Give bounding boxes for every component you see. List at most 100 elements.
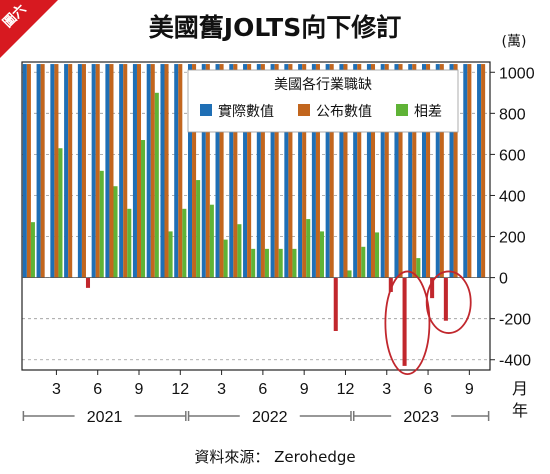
legend-title: 美國各行業職缺 — [274, 77, 372, 93]
bar-actual — [50, 64, 55, 278]
annotation-layer — [384, 270, 472, 376]
bar-published — [439, 64, 444, 278]
bar-published — [205, 64, 210, 278]
chart-title: 美國舊JOLTS向下修訂 — [148, 13, 402, 42]
bar-actual — [394, 64, 399, 278]
bar-published — [302, 64, 307, 278]
highlight-ellipse — [384, 270, 431, 376]
bar-diff — [113, 186, 118, 278]
bar-published — [453, 64, 458, 278]
bar-actual — [91, 64, 96, 278]
bar-actual — [477, 64, 482, 278]
bar-published — [274, 64, 279, 278]
x-tick-label: 9 — [135, 381, 144, 398]
bar-actual — [366, 64, 371, 278]
bar-published — [260, 64, 265, 278]
legend-label: 實際數值 — [218, 103, 274, 120]
y-tick-label: 200 — [499, 230, 526, 247]
y-tick-label: 800 — [499, 106, 526, 123]
bar-diff — [292, 248, 297, 278]
bar-diff — [388, 277, 393, 292]
bar-diff — [264, 248, 269, 278]
bar-actual — [435, 64, 440, 278]
bar-diff — [154, 92, 159, 278]
x-tick-label: 6 — [424, 381, 433, 398]
bar-diff — [375, 232, 380, 278]
bar-published — [481, 64, 486, 278]
source-note: 資料來源： Zerohedge — [194, 448, 356, 466]
bar-actual — [270, 64, 275, 278]
bar-actual — [325, 64, 330, 278]
bar-actual — [64, 64, 69, 278]
bar-published — [54, 64, 59, 278]
highlight-ellipse — [425, 270, 472, 334]
y-tick-label: 1000 — [499, 65, 535, 82]
y-unit-label: (萬) — [502, 34, 527, 50]
legend-swatch — [200, 104, 212, 116]
x-tick-label: 12 — [171, 381, 189, 398]
bar-diff — [85, 277, 91, 288]
bar-actual — [160, 64, 165, 278]
bar-published — [315, 64, 320, 278]
bar-published — [412, 64, 417, 278]
bar-published — [150, 64, 155, 278]
bar-actual — [77, 64, 82, 278]
x-tick-label: 3 — [52, 381, 61, 398]
bar-actual — [187, 64, 193, 278]
bar-actual — [421, 64, 427, 278]
legend-box — [187, 69, 459, 133]
bar-published — [398, 64, 403, 278]
bar-published — [343, 64, 348, 278]
bar-published — [68, 64, 73, 278]
bar-actual — [463, 64, 468, 278]
bar-published — [219, 64, 224, 278]
bar-published — [329, 64, 334, 278]
bar-actual — [132, 64, 137, 278]
bar-diff — [168, 231, 173, 278]
bar-actual — [284, 64, 289, 278]
bar-actual — [298, 64, 303, 278]
x-unit-year: 年 — [512, 402, 528, 420]
bar-actual — [380, 64, 385, 278]
bar-diff — [402, 277, 407, 366]
bar-actual — [311, 64, 316, 278]
x-tick-label: 6 — [93, 381, 102, 398]
bar-actual — [174, 64, 179, 278]
bar-diff — [141, 140, 146, 278]
x-tick-label: 3 — [382, 381, 391, 398]
x-tick-label: 9 — [300, 381, 309, 398]
bar-diff — [182, 208, 187, 278]
bars-layer — [22, 64, 486, 366]
bar-diff — [196, 180, 201, 278]
bar-actual — [256, 64, 261, 278]
bar-published — [357, 64, 362, 278]
bar-published — [192, 64, 197, 278]
y-tick-label: 400 — [499, 188, 526, 205]
bar-published — [384, 64, 389, 278]
x-tick-label: 6 — [258, 381, 267, 398]
bar-diff — [347, 270, 352, 278]
bar-diff — [416, 258, 421, 278]
bar-diff — [333, 277, 338, 331]
year-label: 2022 — [252, 409, 288, 426]
legend-swatch — [396, 104, 408, 116]
bar-published — [467, 64, 472, 278]
bar-published — [164, 64, 169, 278]
bar-diff — [319, 231, 325, 278]
bar-actual — [105, 64, 110, 278]
bar-published — [123, 64, 128, 278]
bar-actual — [408, 64, 413, 278]
bar-published — [233, 64, 238, 278]
x-unit-month: 月 — [512, 381, 528, 398]
bar-published — [40, 64, 45, 278]
x-tick-label: 12 — [337, 381, 355, 398]
bar-published — [370, 64, 376, 278]
x-tick-label: 3 — [217, 381, 226, 398]
bar-diff — [251, 248, 256, 278]
bar-actual — [146, 64, 151, 278]
bar-diff — [278, 248, 283, 278]
legend-swatch — [298, 104, 310, 116]
bar-diff — [58, 148, 63, 278]
